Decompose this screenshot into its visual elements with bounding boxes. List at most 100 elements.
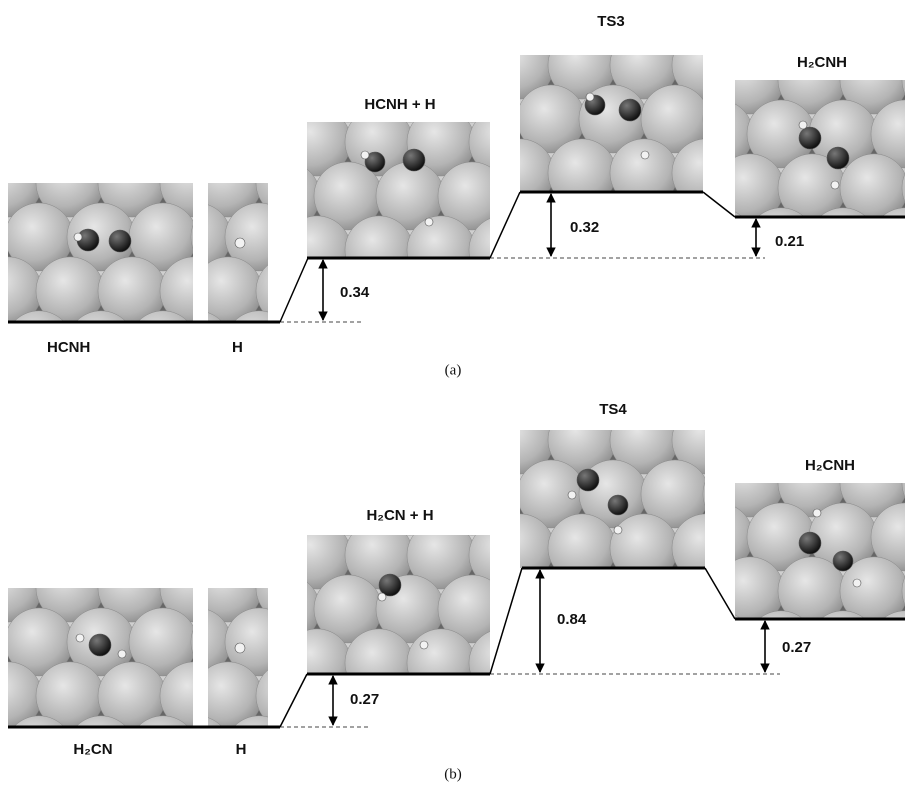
hole <box>516 616 524 624</box>
hole <box>870 443 878 451</box>
panel-caption: (a) <box>445 362 462 378</box>
hydrogen-atom <box>853 579 861 587</box>
surface-atom <box>376 270 444 338</box>
surface-atom <box>129 500 197 568</box>
surface-atom <box>641 568 709 636</box>
connector <box>490 568 522 674</box>
hole <box>702 400 710 408</box>
hole <box>468 677 476 685</box>
hole <box>193 710 201 718</box>
connector <box>703 192 735 217</box>
surface-atom <box>0 500 11 568</box>
surface-atom <box>486 514 554 582</box>
hole <box>282 569 290 577</box>
state-label: H₂CNH <box>805 457 855 474</box>
surface-atom <box>376 467 444 535</box>
hole <box>66 548 74 556</box>
hole <box>252 548 260 556</box>
hole <box>282 264 290 272</box>
surface-atom <box>469 629 537 697</box>
hole <box>437 102 445 110</box>
surface-atom <box>5 500 73 568</box>
connector <box>280 258 308 322</box>
surface-atom <box>610 514 678 582</box>
hole <box>252 359 260 367</box>
hole <box>499 515 507 523</box>
surface-atom <box>579 568 647 636</box>
hole <box>375 318 383 326</box>
hole <box>4 764 12 772</box>
hole <box>190 548 198 556</box>
hole <box>764 25 772 33</box>
hydrogen-atom <box>799 121 807 129</box>
hole <box>286 359 294 367</box>
hole <box>702 133 710 141</box>
molecule-atom <box>799 127 821 149</box>
molecule-atom <box>619 99 641 121</box>
hydrogen-atom <box>235 238 245 248</box>
energy-value: 0.84 <box>557 611 587 628</box>
hole <box>286 251 294 259</box>
surface-atom <box>703 352 771 420</box>
hole <box>746 443 754 451</box>
hole <box>66 764 74 772</box>
energy-value: 0.34 <box>340 284 370 301</box>
surface-atom <box>641 0 709 45</box>
hole <box>746 659 754 667</box>
hole <box>516 25 524 33</box>
hole <box>224 548 232 556</box>
hole <box>437 318 445 326</box>
energy-value: 0.27 <box>350 691 379 708</box>
hydrogen-atom <box>118 650 126 658</box>
surface-atom <box>685 611 753 679</box>
hole <box>313 102 321 110</box>
hole <box>468 264 476 272</box>
hole <box>808 256 816 264</box>
hole <box>190 764 198 772</box>
hole <box>375 731 383 739</box>
surface-atom <box>67 500 135 568</box>
surface-atom <box>672 139 740 207</box>
surface-atom <box>438 54 506 122</box>
molecule-atom <box>403 149 425 171</box>
hole <box>286 548 294 556</box>
hydrogen-atom <box>378 593 386 601</box>
surface-atom <box>871 611 907 679</box>
hole <box>4 359 12 367</box>
hole <box>808 659 816 667</box>
hole <box>224 764 232 772</box>
molecule-atom <box>827 147 849 169</box>
surface-atom <box>500 683 568 751</box>
hole <box>578 241 586 249</box>
molecule-atom <box>799 532 821 554</box>
hole <box>193 197 201 205</box>
surface-atom <box>809 0 877 60</box>
surface-atom <box>225 500 293 568</box>
state-label: HCNH <box>47 339 90 356</box>
hole <box>764 400 772 408</box>
hole <box>870 256 878 264</box>
connector <box>280 674 307 727</box>
hole <box>715 94 723 102</box>
surface-atom <box>685 0 753 60</box>
surface-atom <box>0 95 11 163</box>
state-label: H <box>236 741 247 758</box>
hole <box>499 318 507 326</box>
hydrogen-atom <box>614 526 622 534</box>
surface-atom <box>703 0 771 45</box>
hole <box>252 143 260 151</box>
hole <box>224 143 232 151</box>
hole <box>702 241 710 249</box>
state-label: HCNH + H <box>364 96 435 113</box>
surface-atom <box>809 611 877 679</box>
hole <box>344 677 352 685</box>
surface-atom <box>314 467 382 535</box>
molecule-atom <box>608 495 628 515</box>
connector <box>490 192 520 258</box>
hydrogen-atom <box>586 93 594 101</box>
surface-atom <box>67 95 135 163</box>
surface-atom <box>191 95 259 163</box>
hole <box>128 359 136 367</box>
surface-atom <box>129 95 197 163</box>
surface-atom <box>438 270 506 338</box>
